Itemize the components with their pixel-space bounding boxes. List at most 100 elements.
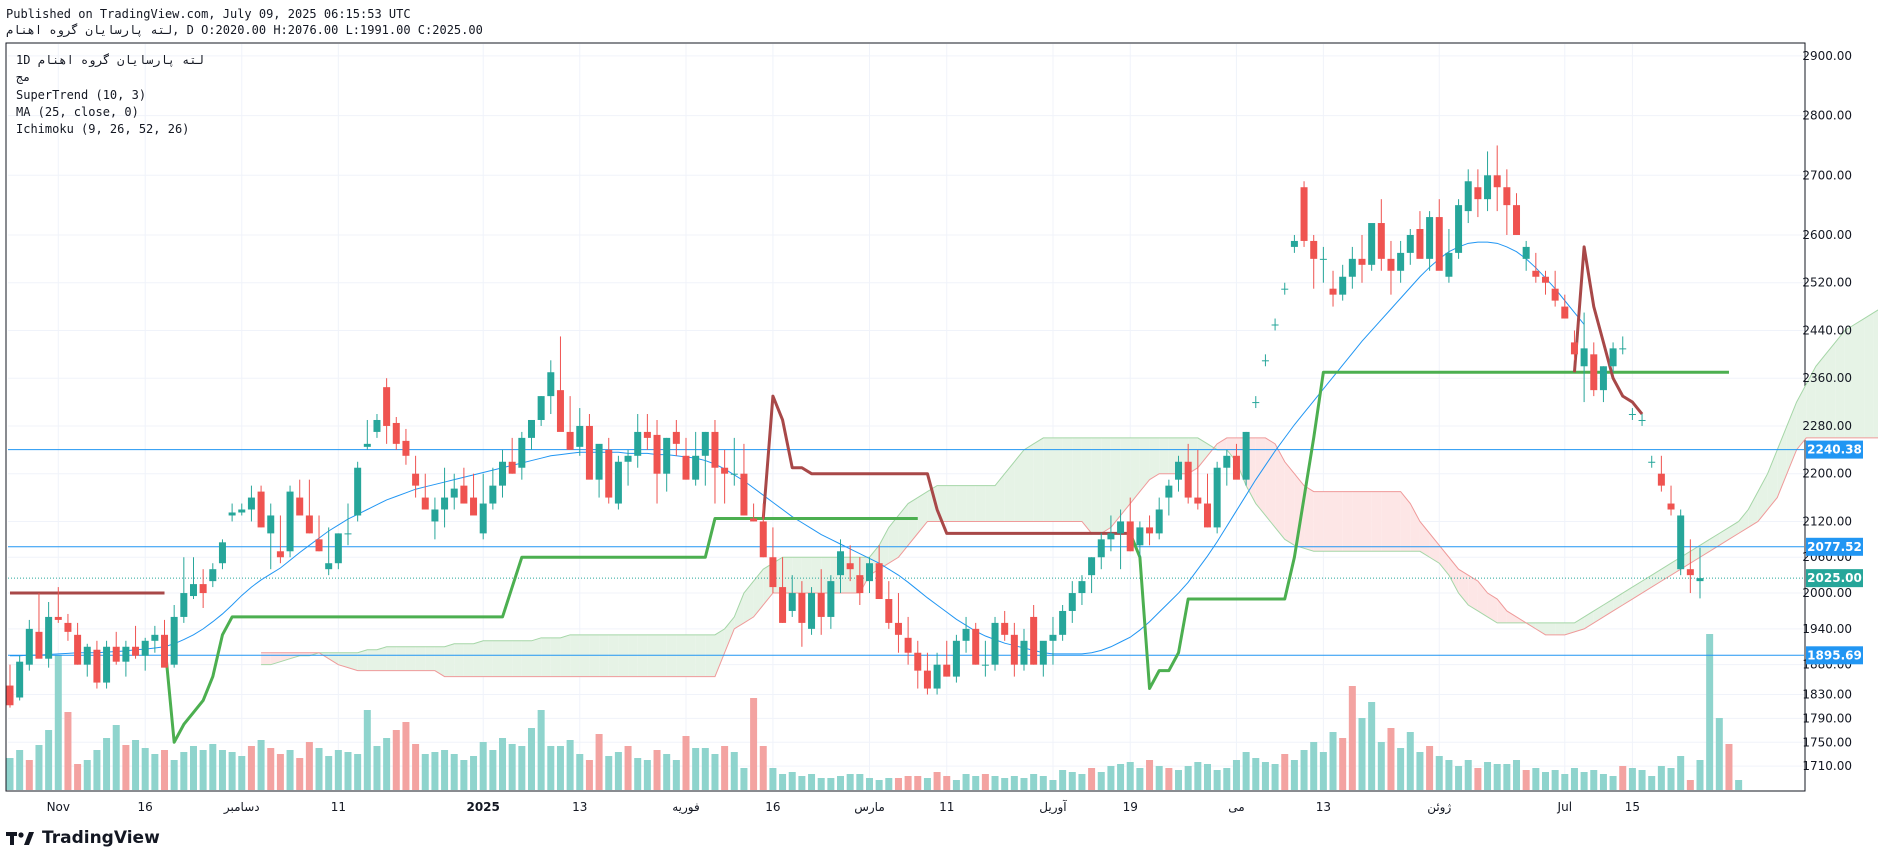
volume-bar bbox=[721, 746, 729, 790]
candle-body bbox=[1136, 527, 1144, 546]
candle bbox=[1097, 533, 1105, 570]
volume-bar bbox=[1638, 770, 1646, 790]
candle-body bbox=[779, 587, 787, 623]
candles[interactable] bbox=[6, 145, 1704, 708]
cloud-segment bbox=[1362, 491, 1372, 552]
candle bbox=[1677, 509, 1685, 576]
volume-bar bbox=[276, 754, 284, 790]
candle bbox=[431, 497, 439, 540]
candle bbox=[1203, 473, 1211, 528]
candle bbox=[1107, 515, 1115, 552]
candle bbox=[1493, 145, 1501, 212]
volume-bar bbox=[663, 754, 671, 790]
volume-bar bbox=[83, 760, 91, 790]
candle-body bbox=[305, 515, 313, 534]
candle-body bbox=[1232, 455, 1240, 480]
candle-body bbox=[663, 437, 671, 474]
price-tick-label: 2440.00 bbox=[1802, 323, 1852, 337]
candle-body bbox=[74, 634, 82, 665]
candle bbox=[218, 539, 226, 570]
volume-bar bbox=[354, 754, 362, 790]
candle bbox=[643, 414, 651, 450]
supertrend-segment bbox=[1572, 245, 1644, 415]
volume-bar bbox=[1223, 768, 1231, 790]
supertrend-segment bbox=[163, 516, 918, 744]
hline-price-tag: 2240.38 bbox=[1807, 443, 1862, 457]
candle-body bbox=[1068, 593, 1076, 611]
candle-body bbox=[1020, 640, 1028, 665]
candle-body bbox=[721, 467, 729, 474]
candle-body bbox=[132, 646, 140, 656]
candle bbox=[605, 437, 613, 504]
volume-bar bbox=[1445, 760, 1453, 790]
candle bbox=[363, 419, 371, 450]
cloud-segment bbox=[1217, 437, 1227, 450]
time-tick-label: مارس bbox=[854, 800, 885, 815]
volume-bar bbox=[1648, 776, 1656, 790]
candle bbox=[653, 419, 661, 504]
cloud-segment bbox=[328, 652, 339, 665]
candle bbox=[595, 443, 603, 498]
volume-bar bbox=[634, 758, 642, 790]
candle bbox=[1484, 151, 1492, 212]
cloud-segment bbox=[927, 485, 938, 522]
candle-body bbox=[1030, 616, 1038, 665]
volume-bar bbox=[1117, 764, 1125, 790]
candle bbox=[518, 431, 526, 480]
cloud-segment bbox=[714, 628, 725, 677]
candle bbox=[1541, 270, 1549, 295]
candle-body bbox=[1590, 354, 1598, 391]
cloud-segment bbox=[1371, 491, 1382, 552]
time-tick-label: فوریه bbox=[672, 800, 700, 815]
hline-price-tag: 2077.52 bbox=[1807, 540, 1862, 554]
volume-bar bbox=[1715, 718, 1723, 790]
candle-body bbox=[421, 497, 429, 510]
volume-bar bbox=[1551, 770, 1559, 790]
candle-body bbox=[991, 622, 999, 665]
candle bbox=[54, 587, 62, 623]
candle-body bbox=[798, 593, 806, 623]
candle-body bbox=[846, 563, 854, 570]
candle bbox=[556, 336, 564, 432]
time-axis[interactable]: Nov 16 دسامبر 11 2025 13 فوریه 16 مارس 11 آوریل 19 م… bbox=[47, 799, 1640, 815]
candle-body bbox=[759, 521, 767, 558]
cloud-segment bbox=[908, 497, 918, 546]
candle-body bbox=[750, 518, 758, 522]
volume-bar bbox=[35, 745, 43, 790]
volume-bar bbox=[952, 780, 960, 790]
candle-body bbox=[1609, 348, 1617, 367]
time-tick-label: 11 bbox=[939, 800, 954, 814]
tradingview-logo[interactable]: TradingView bbox=[6, 828, 160, 848]
cloud-segment bbox=[1014, 449, 1024, 522]
cloud-segment bbox=[1864, 312, 1874, 438]
candle-body bbox=[1281, 288, 1289, 290]
candle-body bbox=[267, 515, 275, 534]
volume-bar bbox=[1628, 768, 1636, 790]
cloud-segment bbox=[888, 515, 899, 564]
legend-ma: MA (25, close, 0) bbox=[16, 105, 139, 119]
candle-body bbox=[1088, 557, 1096, 576]
cloud-segment bbox=[1139, 437, 1150, 492]
candle bbox=[1435, 199, 1443, 271]
volume-bar bbox=[1358, 718, 1366, 790]
candle bbox=[566, 396, 574, 450]
cloud-segment bbox=[1323, 491, 1334, 552]
candle-body bbox=[180, 593, 188, 617]
candle-body bbox=[1348, 258, 1356, 277]
candle bbox=[1455, 199, 1463, 259]
hline-price-tag-bg bbox=[1806, 537, 1863, 556]
candle-body bbox=[1493, 175, 1501, 188]
volume-bar bbox=[1590, 770, 1598, 790]
candle bbox=[614, 455, 622, 510]
price-axis[interactable]: 2900.00 2800.00 2700.00 2600.00 2520.00 2440.… bbox=[1802, 49, 1863, 773]
cloud-segment bbox=[724, 616, 735, 653]
cloud-segment bbox=[1873, 309, 1878, 438]
candle-body bbox=[441, 497, 449, 510]
volume-bar bbox=[479, 742, 487, 790]
candle-body bbox=[518, 437, 526, 468]
candle bbox=[1580, 312, 1588, 403]
cloud-segment bbox=[753, 569, 764, 617]
supertrend-segment bbox=[761, 394, 1131, 535]
candle-body bbox=[402, 440, 410, 456]
